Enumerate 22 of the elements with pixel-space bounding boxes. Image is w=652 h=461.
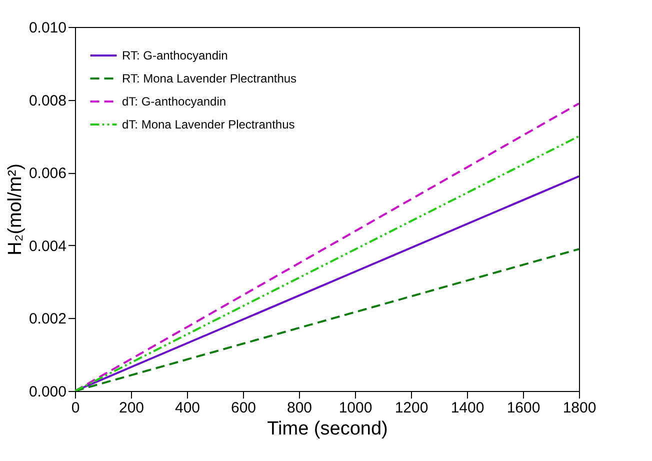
x-tick-label: 400 <box>174 400 200 416</box>
x-tick-label: 600 <box>230 400 256 416</box>
x-tick-label: 200 <box>118 400 144 416</box>
y-axis-title: H₂(mol/m²) <box>4 164 26 256</box>
x-tick-label: 800 <box>286 400 312 416</box>
y-tick-label: 0.000 <box>28 384 66 400</box>
x-tick-label: 1800 <box>562 400 596 416</box>
x-tick-label: 1000 <box>338 400 372 416</box>
y-tick-label: 0.008 <box>28 92 66 110</box>
y-tick-label: 0.004 <box>28 238 66 255</box>
y-tick-label: 0.010 <box>28 20 66 36</box>
x-axis-title: Time (second) <box>267 418 388 440</box>
legend-label: dT: Mona Lavender Plectranthus <box>122 118 295 132</box>
x-tick-label: 0 <box>71 400 80 416</box>
y-tick-label: 0.002 <box>28 310 66 328</box>
y-tick-label: 0.006 <box>28 165 66 182</box>
x-tick-label: 1600 <box>506 400 540 416</box>
x-tick-label: 1200 <box>394 400 428 416</box>
legend-label: RT: Mona Lavender Plectranthus <box>122 72 297 86</box>
x-tick-label: 1400 <box>450 400 484 416</box>
legend-label: dT: G-anthocyandin <box>122 94 226 108</box>
legend-label: RT: G-anthocyandin <box>122 48 228 62</box>
